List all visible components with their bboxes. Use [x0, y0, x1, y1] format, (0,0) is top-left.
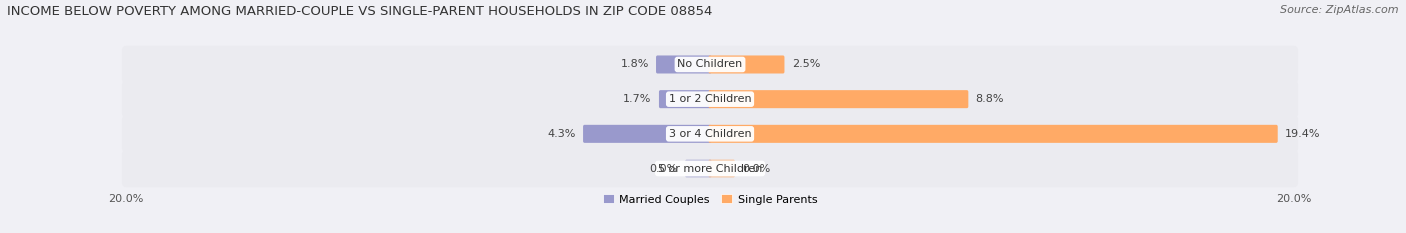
- Legend: Married Couples, Single Parents: Married Couples, Single Parents: [599, 190, 821, 209]
- Text: No Children: No Children: [678, 59, 742, 69]
- Text: 0.0%: 0.0%: [650, 164, 678, 174]
- Text: Source: ZipAtlas.com: Source: ZipAtlas.com: [1281, 5, 1399, 15]
- FancyBboxPatch shape: [709, 125, 1278, 143]
- FancyBboxPatch shape: [685, 160, 711, 178]
- Text: 5 or more Children: 5 or more Children: [658, 164, 762, 174]
- Text: 2.5%: 2.5%: [792, 59, 820, 69]
- FancyBboxPatch shape: [122, 150, 1298, 187]
- Text: 4.3%: 4.3%: [547, 129, 576, 139]
- FancyBboxPatch shape: [659, 90, 711, 108]
- Text: 8.8%: 8.8%: [976, 94, 1004, 104]
- Text: 1 or 2 Children: 1 or 2 Children: [669, 94, 751, 104]
- FancyBboxPatch shape: [709, 55, 785, 73]
- FancyBboxPatch shape: [122, 80, 1298, 118]
- Text: 1.8%: 1.8%: [620, 59, 648, 69]
- FancyBboxPatch shape: [709, 160, 735, 178]
- FancyBboxPatch shape: [122, 46, 1298, 83]
- Text: 0.0%: 0.0%: [742, 164, 770, 174]
- FancyBboxPatch shape: [657, 55, 711, 73]
- Text: 19.4%: 19.4%: [1285, 129, 1320, 139]
- Text: 1.7%: 1.7%: [623, 94, 651, 104]
- FancyBboxPatch shape: [122, 115, 1298, 153]
- FancyBboxPatch shape: [583, 125, 711, 143]
- FancyBboxPatch shape: [709, 90, 969, 108]
- Text: 3 or 4 Children: 3 or 4 Children: [669, 129, 751, 139]
- Text: INCOME BELOW POVERTY AMONG MARRIED-COUPLE VS SINGLE-PARENT HOUSEHOLDS IN ZIP COD: INCOME BELOW POVERTY AMONG MARRIED-COUPL…: [7, 5, 713, 18]
